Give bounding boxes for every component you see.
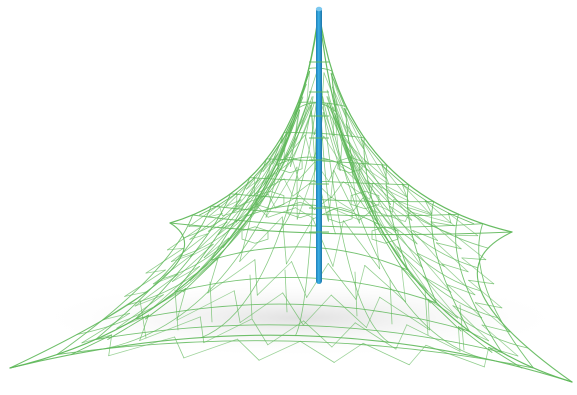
mast-rings <box>309 61 329 233</box>
center-mast <box>315 6 323 284</box>
